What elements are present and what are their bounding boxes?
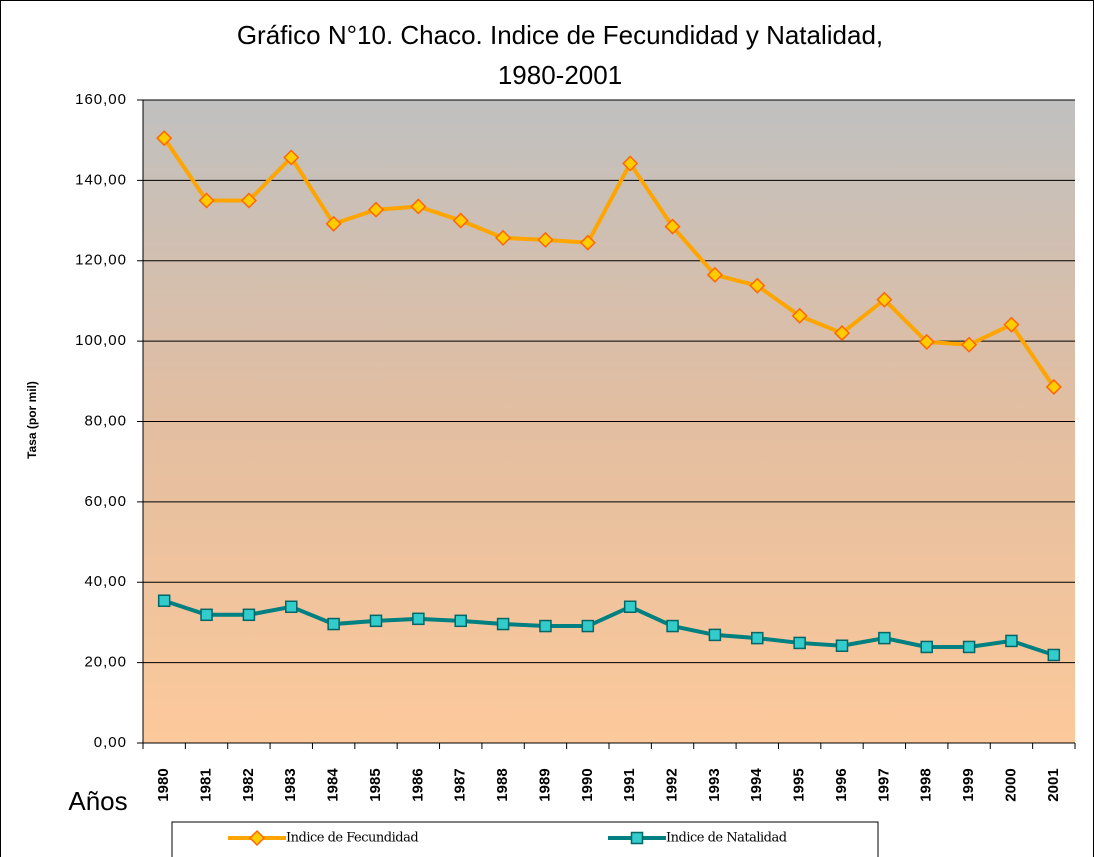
chart-title: 1980-2001 bbox=[498, 60, 622, 90]
series-line bbox=[162, 137, 1056, 389]
data-point bbox=[198, 192, 215, 209]
legend-marker bbox=[248, 829, 266, 847]
x-tick-label: 1993 bbox=[706, 768, 723, 801]
x-tick-label: 1999 bbox=[960, 768, 977, 801]
data-point bbox=[833, 325, 851, 342]
data-point bbox=[537, 231, 554, 248]
data-point bbox=[706, 266, 723, 283]
y-tick-label: 0,00 bbox=[94, 734, 127, 751]
x-tick-label: 1991 bbox=[621, 768, 638, 801]
x-axis-label: Años bbox=[68, 786, 127, 816]
data-point bbox=[920, 640, 933, 654]
data-point bbox=[581, 619, 595, 633]
x-tick-label: 1994 bbox=[748, 768, 765, 802]
data-point bbox=[579, 234, 596, 251]
data-point bbox=[412, 612, 425, 626]
data-point bbox=[791, 307, 808, 324]
data-point bbox=[751, 631, 764, 645]
x-tick-label: 1988 bbox=[494, 768, 511, 801]
data-point bbox=[452, 212, 469, 229]
data-point bbox=[1003, 316, 1020, 333]
x-tick-label: 2001 bbox=[1045, 768, 1062, 801]
y-tick-label: 40,00 bbox=[84, 573, 127, 590]
data-point bbox=[835, 639, 849, 652]
y-tick-label: 80,00 bbox=[84, 412, 127, 429]
data-point bbox=[327, 617, 340, 631]
x-tick-label: 1990 bbox=[579, 768, 596, 801]
x-tick-label: 1984 bbox=[325, 768, 342, 802]
data-point bbox=[157, 594, 171, 607]
y-tick-label: 100,00 bbox=[75, 332, 127, 349]
data-point bbox=[285, 600, 298, 614]
data-point bbox=[156, 130, 173, 147]
data-point bbox=[793, 636, 806, 650]
data-point bbox=[1005, 634, 1018, 648]
legend bbox=[171, 821, 879, 857]
x-tick-label: 1983 bbox=[282, 768, 299, 801]
data-point bbox=[878, 631, 891, 645]
y-tick-label: 160,00 bbox=[75, 91, 127, 108]
legend-label: Indice de Natalidad bbox=[666, 831, 787, 846]
x-tick-label: 1987 bbox=[452, 768, 469, 801]
data-point bbox=[496, 617, 510, 631]
x-tick-label: 1996 bbox=[833, 768, 850, 801]
x-tick-label: 1997 bbox=[875, 768, 892, 801]
data-point bbox=[749, 277, 766, 294]
x-tick-label: 1998 bbox=[918, 768, 935, 801]
y-tick-label: 20,00 bbox=[84, 654, 127, 671]
data-point bbox=[623, 600, 637, 614]
data-point bbox=[325, 215, 342, 232]
data-point bbox=[283, 149, 300, 166]
data-point bbox=[240, 192, 257, 209]
data-point bbox=[539, 619, 552, 633]
y-axis-label: Tasa (por mil) bbox=[25, 381, 39, 459]
data-point bbox=[664, 218, 681, 235]
legend-marker bbox=[630, 831, 644, 845]
x-tick-label: 2000 bbox=[1002, 768, 1019, 801]
x-tick-label: 1981 bbox=[198, 768, 215, 801]
data-point bbox=[454, 614, 467, 628]
data-point bbox=[918, 333, 935, 350]
x-tick-label: 1989 bbox=[536, 768, 553, 801]
y-tick-label: 140,00 bbox=[75, 171, 127, 188]
data-point bbox=[242, 608, 256, 622]
data-point bbox=[367, 201, 385, 218]
data-point bbox=[369, 614, 383, 628]
data-point bbox=[1047, 648, 1061, 662]
data-point bbox=[876, 291, 893, 308]
x-tick-label: 1980 bbox=[155, 768, 172, 801]
data-point bbox=[495, 229, 512, 246]
data-point bbox=[708, 628, 722, 642]
legend-label: Indice de Fecundidad bbox=[286, 831, 418, 846]
y-tick-label: 120,00 bbox=[75, 252, 127, 269]
data-point bbox=[410, 198, 427, 215]
series-line bbox=[163, 598, 1055, 657]
chart-title: Gráfico N°10. Chaco. Indice de Fecundida… bbox=[237, 20, 883, 50]
x-tick-label: 1985 bbox=[367, 768, 384, 801]
data-point bbox=[666, 619, 679, 633]
x-tick-label: 1995 bbox=[791, 768, 808, 801]
x-tick-label: 1982 bbox=[240, 768, 257, 801]
data-point bbox=[1045, 378, 1062, 395]
data-point bbox=[962, 640, 976, 654]
data-point bbox=[200, 608, 213, 622]
x-tick-label: 1992 bbox=[664, 768, 681, 801]
data-point bbox=[961, 336, 978, 353]
y-tick-label: 60,00 bbox=[84, 493, 127, 510]
data-point bbox=[622, 155, 639, 172]
x-tick-label: 1986 bbox=[409, 768, 426, 801]
